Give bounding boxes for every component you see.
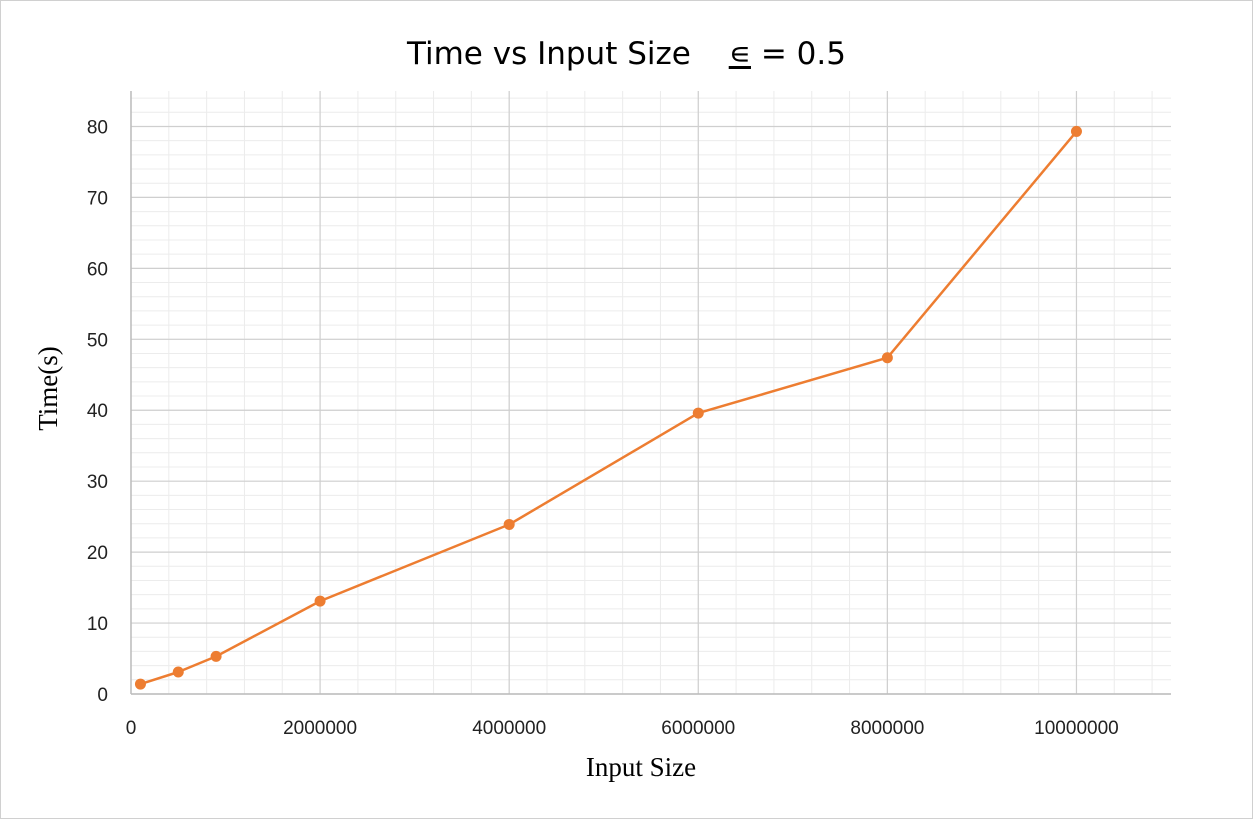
axes (130, 91, 1171, 695)
y-tick-label: 0 (97, 685, 108, 706)
y-tick-label: 40 (87, 401, 108, 422)
y-tick-label: 60 (87, 259, 108, 280)
data-point (134, 678, 146, 690)
x-tick-label: 2000000 (283, 718, 357, 739)
y-axis-label: Time(s) (33, 346, 63, 431)
data-point (172, 666, 184, 678)
minor-gridlines (130, 91, 1171, 695)
data-point (503, 518, 515, 530)
x-axis-label: Input Size (586, 752, 696, 782)
chart-title: Time vs Input Size ∊ = 0.5 (0, 36, 1253, 72)
major-gridlines (130, 91, 1171, 695)
x-tick-labels: 0 2000000 4000000 6000000 8000000 10000000 (126, 718, 1119, 739)
y-tick-label: 50 (87, 330, 108, 351)
y-tick-label: 20 (87, 543, 108, 564)
x-tick-label: 10000000 (1034, 718, 1119, 739)
x-tick-label: 6000000 (661, 718, 735, 739)
x-tick-label: 0 (126, 718, 137, 739)
chart-title-suffix: = 0.5 (760, 36, 846, 72)
data-point (210, 650, 222, 662)
data-point (692, 407, 704, 419)
data-point (881, 352, 893, 364)
data-point (314, 595, 326, 607)
y-tick-label: 80 (87, 117, 108, 138)
data-point (1070, 125, 1082, 137)
y-tick-label: 10 (87, 614, 108, 635)
x-tick-label: 8000000 (850, 718, 924, 739)
x-tick-label: 4000000 (472, 718, 546, 739)
epsilon-symbol: ∊ (728, 36, 751, 72)
data-series (134, 125, 1082, 690)
chart-title-text: Time vs Input Size (407, 36, 691, 72)
y-tick-labels: 0 10 20 30 40 50 60 70 80 (87, 117, 108, 706)
series-line (140, 130, 1078, 686)
y-tick-label: 30 (87, 472, 108, 493)
y-tick-label: 70 (87, 188, 108, 209)
